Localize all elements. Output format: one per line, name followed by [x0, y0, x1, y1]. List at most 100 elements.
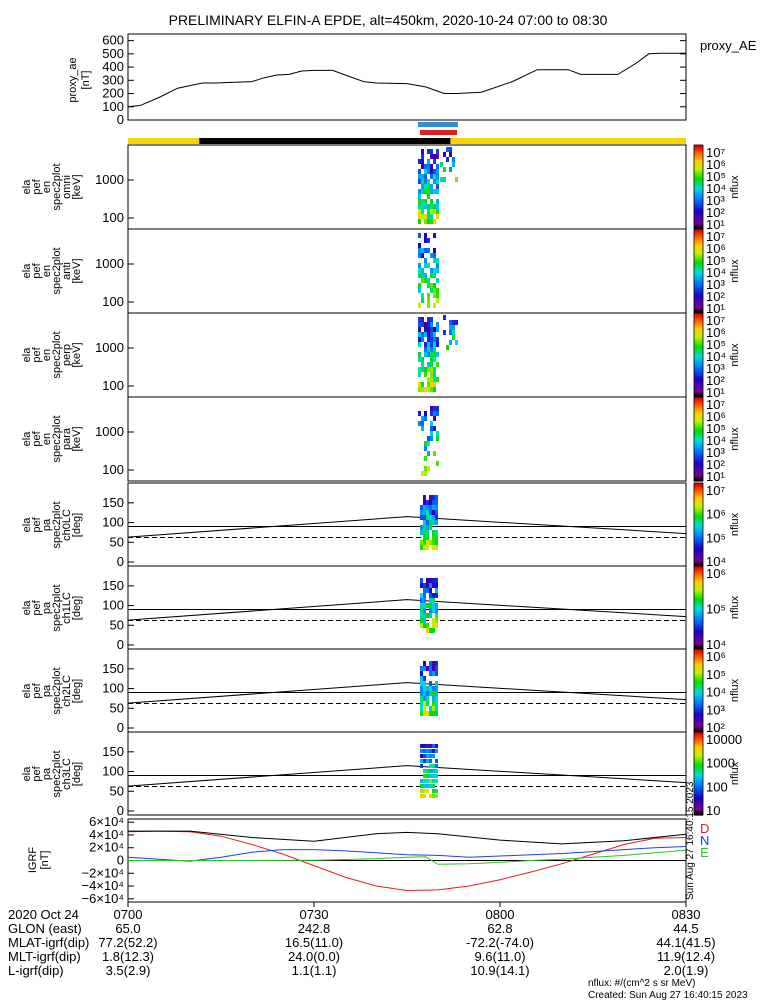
spec-ylabel: para: [61, 427, 73, 450]
orbit-value: 44.1(41.5): [656, 935, 715, 950]
proxy-ylabel: [nT]: [80, 71, 92, 90]
spec-hi-pixel: [449, 152, 452, 157]
pa-pixel: [432, 623, 435, 628]
pa-colorbar-cell: [694, 683, 703, 686]
pa-pixel: [423, 545, 426, 550]
spec-pixel: [424, 471, 427, 476]
pa-colorbar-cell: [694, 772, 703, 775]
pa-pixel: [423, 623, 426, 628]
pa-pixel: [432, 598, 435, 603]
spec-colorbar-cell: [694, 378, 703, 381]
spec-pixel: [421, 426, 424, 431]
pa-colorbar-cell: [694, 791, 703, 794]
spec-colorbar-cell: [694, 468, 703, 471]
pa-pixel: [420, 598, 423, 603]
spec-pixel: [433, 219, 436, 224]
spec-colorbar-cell: [694, 161, 703, 164]
spec-hi-pixel: [452, 335, 455, 340]
pa-colorbar-cell: [694, 698, 703, 701]
spec-colorbar-tick: 10³: [706, 445, 725, 460]
spec-pixel: [436, 263, 439, 268]
pa-pixel: [432, 520, 435, 525]
pa-colorbar-cell: [694, 803, 703, 806]
spec-colorbar-cell: [694, 296, 703, 299]
pa-colorbar-tick: 10⁴: [706, 637, 726, 652]
pa-pixel: [423, 530, 426, 535]
spec-colorbar-tick: 10⁷: [706, 145, 725, 160]
spec-panel: 1000100elapefenspec2plotpara[keV]10⁷10⁶1…: [21, 396, 741, 484]
pa-colorbar-cell: [694, 806, 703, 809]
orbit-status-bars: [128, 122, 686, 144]
spec-pixel: [433, 283, 436, 288]
spec-colorbar-cell: [694, 152, 703, 154]
pa-pixel: [435, 530, 438, 535]
pa-colorbar-cell: [694, 633, 703, 636]
pa-colorbar-cell: [694, 798, 703, 801]
pa-colorbar-cell: [694, 611, 703, 614]
pa-pixel: [435, 603, 438, 608]
pa-colorbar-tick: 10⁴: [706, 685, 726, 700]
spec-colorbar-cell: [694, 226, 703, 229]
igrf-series-total: [128, 830, 687, 845]
spec-colorbar-cell: [694, 180, 703, 182]
pa-pixel: [435, 608, 438, 613]
pa-pixel: [423, 701, 426, 706]
spec-hi-pixel: [446, 147, 449, 152]
spec-pixel: [433, 258, 436, 263]
spec-colorbar-cell: [694, 276, 703, 279]
spec-colorbar-cell: [694, 341, 703, 343]
pa-colorbar-cell: [694, 523, 703, 526]
proxy-legend: proxy_AE: [700, 38, 757, 53]
spec-colorbar-cell: [694, 313, 703, 315]
spec-ylabel: [keV]: [71, 342, 83, 367]
spec-pixel: [424, 352, 427, 357]
spec-pixel: [424, 248, 427, 253]
spec-colorbar-cell: [694, 254, 703, 257]
spec-hi-pixel: [449, 167, 452, 172]
spec-panel: 1000100elapefenspec2plotomni[keV]10⁷10⁶1…: [21, 144, 741, 232]
pa-tick-label: 150: [102, 744, 124, 759]
spec-pixel: [427, 362, 430, 367]
igrf-series-e: [128, 849, 687, 865]
spec-colorbar-cell: [694, 376, 703, 378]
pa-pixel: [432, 540, 435, 545]
spec-hi-pixel: [446, 345, 449, 350]
pa-colorbar-cell: [694, 745, 703, 748]
spec-pixel: [421, 273, 424, 278]
igrf-tick-label: 4×10⁴: [89, 827, 124, 842]
pa-colorbar-cell: [694, 774, 703, 777]
spec-colorbar-cell: [694, 384, 703, 387]
pa-panel-frame: [127, 731, 687, 816]
spec-colorbar-cell: [694, 229, 703, 231]
pa-colorbar-cell: [694, 541, 703, 544]
spec-colorbar-cell: [694, 175, 703, 178]
pa-pixel: [426, 711, 429, 716]
spec-colorbar-cell: [694, 283, 703, 286]
spec-ylabel: ela: [21, 263, 33, 279]
spec-colorbar-cell: [694, 318, 703, 321]
spec-colorbar-cell: [694, 220, 703, 223]
pa-ylabel: [deg]: [71, 762, 83, 786]
pa-colorbar-cell: [694, 621, 703, 624]
pa-pixel: [423, 686, 426, 691]
spec-colorbar-cell: [694, 356, 703, 359]
pa-colorbar-cell: [694, 528, 703, 531]
spec-colorbar-cell: [694, 182, 703, 185]
orbit-value: 1.1(1.1): [292, 963, 337, 978]
spec-pixel: [427, 194, 430, 199]
pa-colorbar-cell: [694, 583, 703, 586]
spec-ylabel: ela: [21, 347, 33, 363]
pa-colorbar-cell: [694, 629, 703, 632]
spec-colorbar-cell: [694, 194, 703, 196]
spec-pixel: [430, 377, 433, 382]
igrf-tick-label: 0: [117, 853, 124, 868]
pa-pixel: [420, 593, 423, 598]
pa-colorbar-cell: [694, 671, 703, 674]
orbit-time-label: 0830: [672, 907, 701, 922]
spec-pixel: [433, 179, 436, 184]
spec-colorbar-cell: [694, 392, 703, 395]
spec-pixel: [430, 268, 433, 273]
pa-tick-label: 50: [110, 534, 124, 549]
pa-colorbar-tick: 10⁶: [706, 566, 726, 581]
spec-colorbar-cell: [694, 339, 703, 342]
